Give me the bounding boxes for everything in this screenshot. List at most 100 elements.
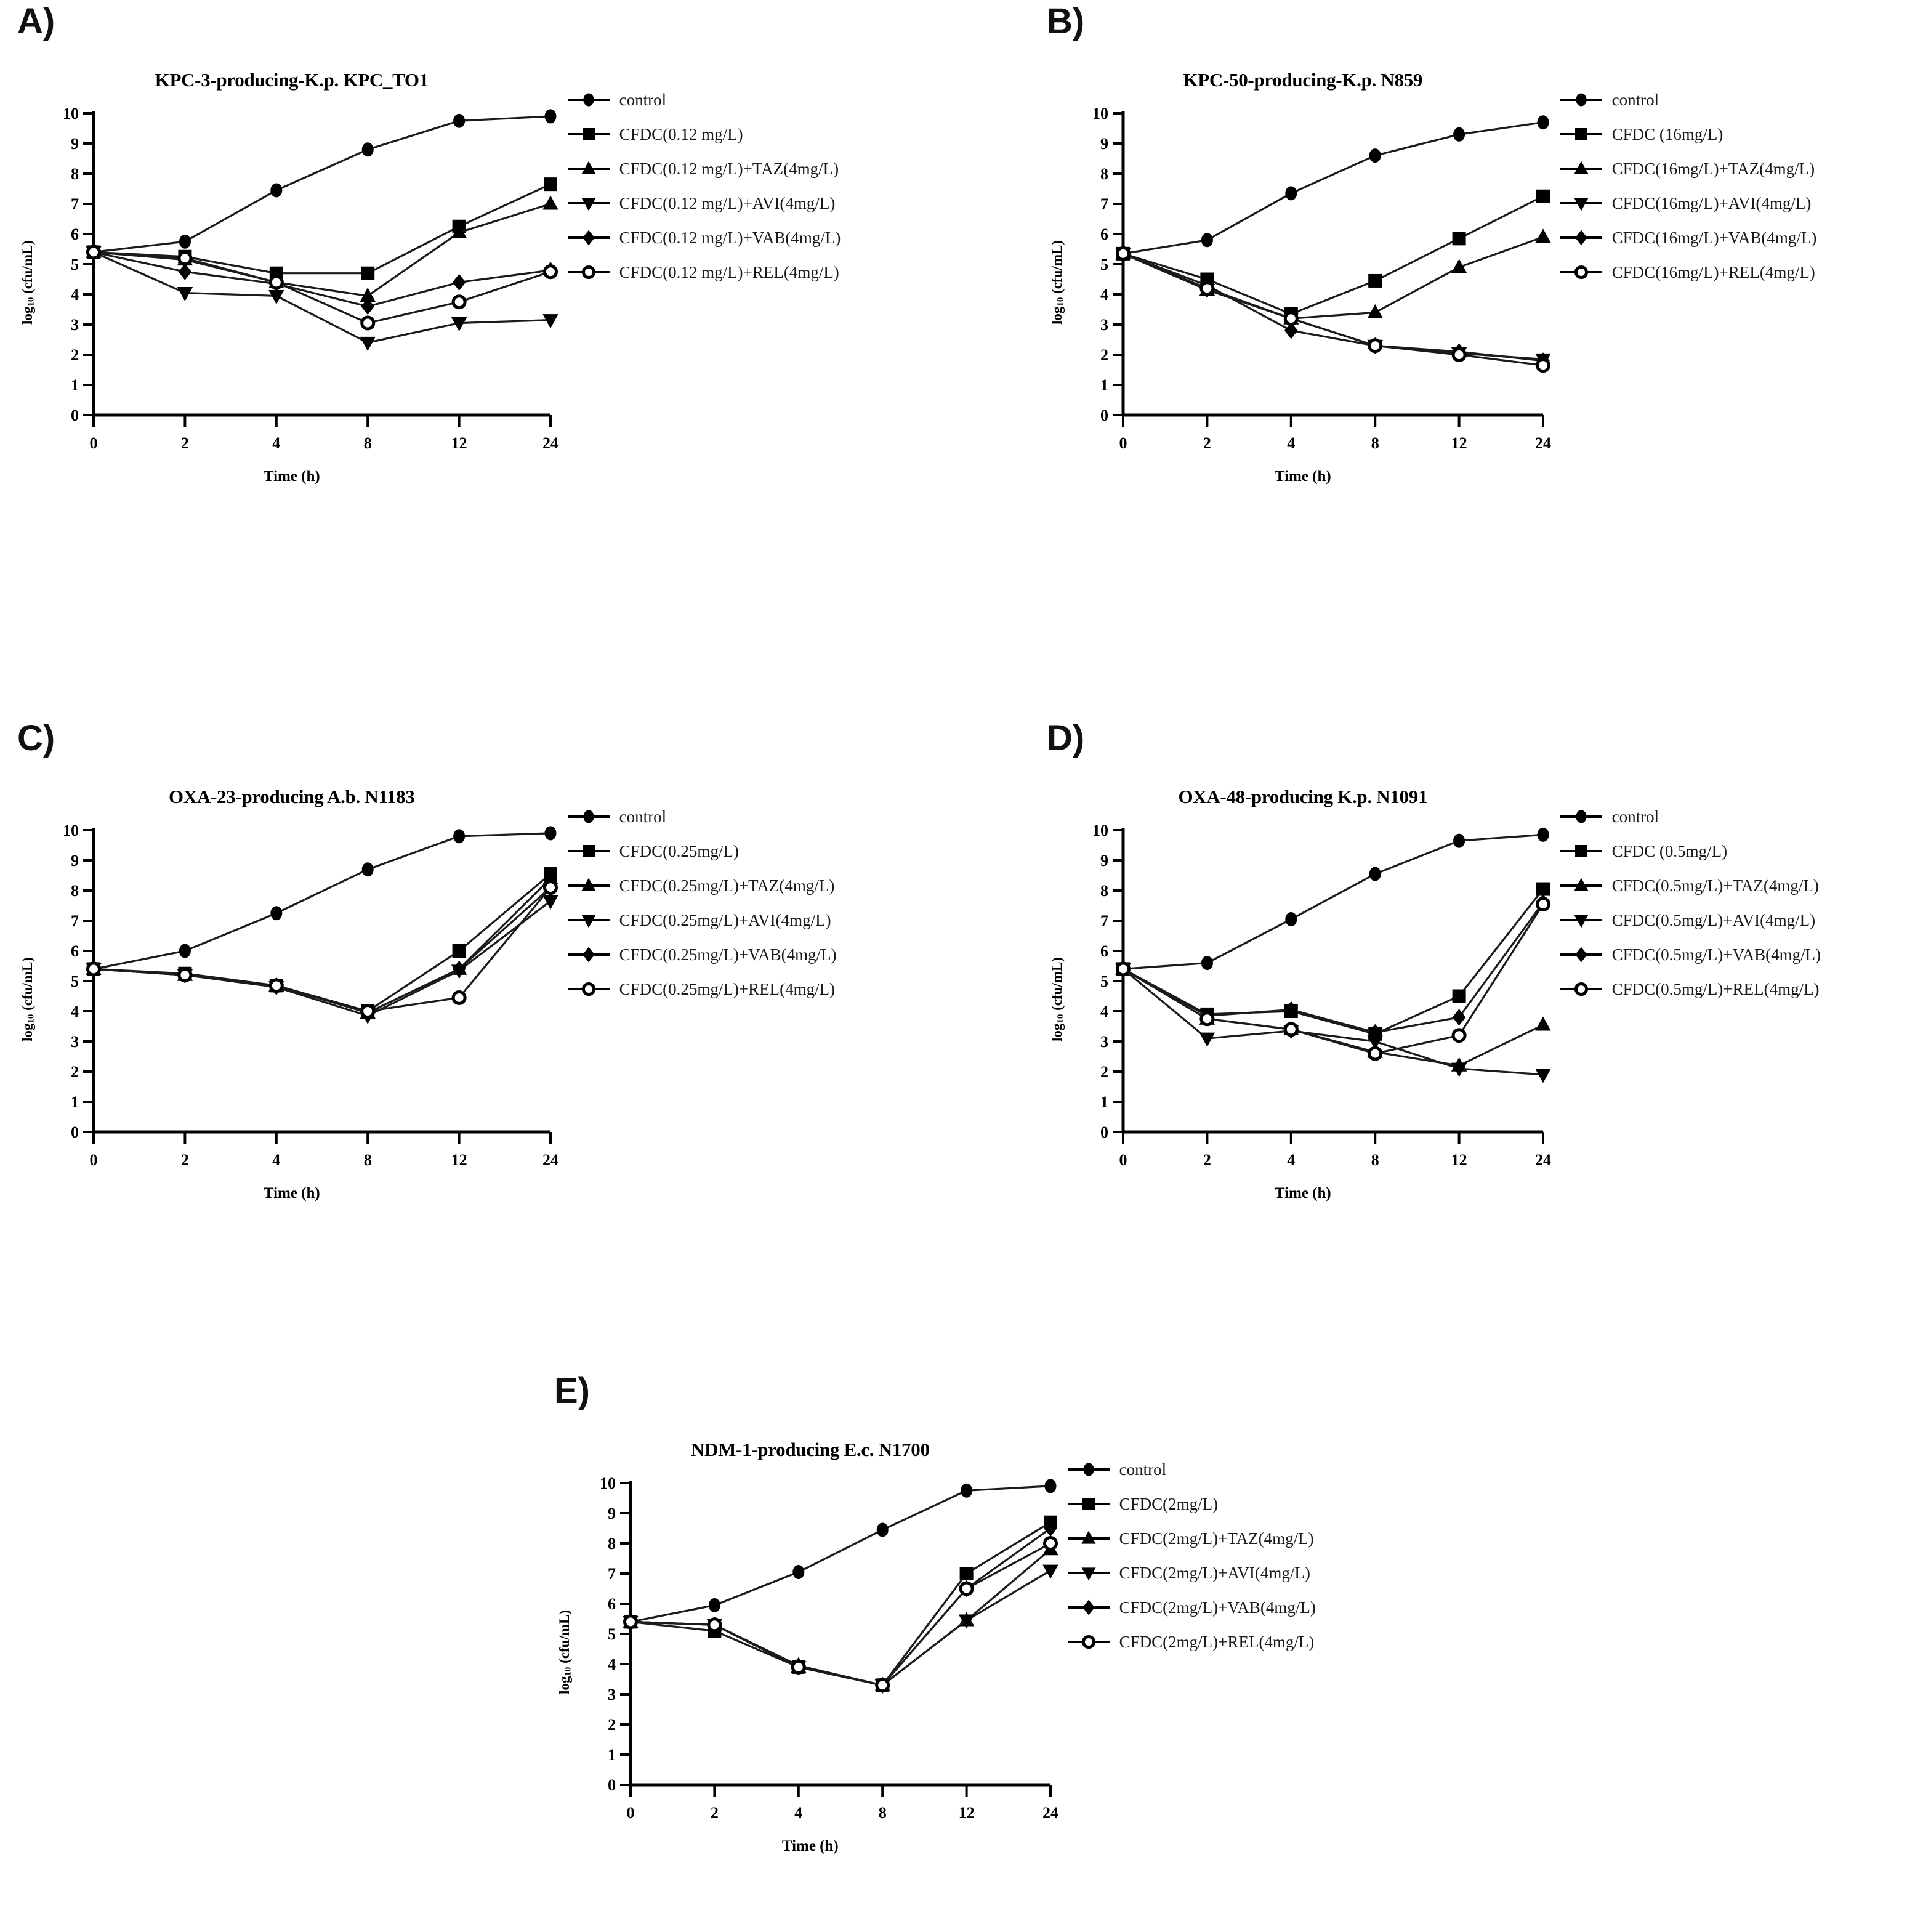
- svg-text:9: 9: [608, 1505, 616, 1522]
- svg-text:6: 6: [608, 1595, 616, 1613]
- svg-text:0: 0: [71, 406, 79, 424]
- svg-text:10: 10: [63, 822, 79, 839]
- legend-item-cfdc-0-25mg-l-vab-4mg-l[interactable]: CFDC(0.25mg/L)+VAB(4mg/L): [566, 937, 837, 972]
- legend-item-control[interactable]: control: [566, 83, 841, 117]
- legend-item-label: CFDC(0.25mg/L)+TAZ(4mg/L): [619, 876, 835, 895]
- series-circle-filled: [87, 109, 557, 259]
- svg-text:2: 2: [180, 434, 188, 452]
- svg-text:7: 7: [71, 912, 79, 930]
- legend-item-cfdc-0-25mg-l-avi-4mg-l[interactable]: CFDC(0.25mg/L)+AVI(4mg/L): [566, 903, 837, 937]
- svg-text:0: 0: [71, 1123, 79, 1141]
- panel-d-title: OXA-48-producing K.p. N1091: [1178, 786, 1428, 807]
- series-triangle-up-filled: [622, 1541, 1058, 1691]
- triangle-up-filled-icon: [566, 160, 611, 178]
- panel-e-legend: control CFDC(2mg/L) CFDC(2mg/L)+TAZ(4mg/L)…: [1066, 1439, 1316, 1659]
- svg-text:3: 3: [608, 1686, 616, 1704]
- panel-a-y-axis-label: log10 (cfu/mL): [20, 240, 36, 325]
- panel-c-chart: OXA-23-producing A.b. N1183 log10 (cfu/m…: [17, 786, 566, 1202]
- panel-e: E) NDM-1-producing E.c. N1700 log10 (cfu…: [554, 1373, 1316, 1855]
- svg-text:4: 4: [1100, 1003, 1108, 1021]
- legend-item-cfdc-16mg-l-rel-4mg-l[interactable]: CFDC(16mg/L)+REL(4mg/L): [1559, 255, 1817, 289]
- legend-item-label: CFDC (16mg/L): [1611, 124, 1723, 143]
- legend-item-label: CFDC(16mg/L)+REL(4mg/L): [1611, 262, 1815, 281]
- svg-text:9: 9: [71, 852, 79, 870]
- legend-item-cfdc-0-5mg-l-taz-4mg-l[interactable]: CFDC(0.5mg/L)+TAZ(4mg/L): [1559, 868, 1821, 903]
- panel-c-x-axis-label: Time (h): [263, 1185, 320, 1202]
- legend-item-cfdc-2mg-l-rel-4mg-l[interactable]: CFDC(2mg/L)+REL(4mg/L): [1066, 1625, 1316, 1659]
- svg-text:10: 10: [63, 105, 79, 123]
- panel-d-chart: OXA-48-producing K.p. N1091 log10 (cfu/m…: [1047, 786, 1559, 1202]
- legend-item-cfdc-0-5mg-l-vab-4mg-l[interactable]: CFDC(0.5mg/L)+VAB(4mg/L): [1559, 937, 1821, 972]
- series-square-filled: [1116, 189, 1550, 321]
- series-circle-open: [86, 245, 558, 331]
- diamond-filled-icon: [566, 945, 611, 964]
- legend-item-cfdc-0-12-mg-l-rel-4mg-l[interactable]: CFDC(0.12 mg/L)+REL(4mg/L): [566, 255, 841, 289]
- legend-item-label: control: [1119, 1460, 1167, 1479]
- legend-item-cfdc-16mg-l-taz-4mg-l[interactable]: CFDC(16mg/L)+TAZ(4mg/L): [1559, 152, 1817, 186]
- svg-text:2: 2: [1100, 1063, 1108, 1081]
- svg-text:0: 0: [626, 1804, 634, 1822]
- svg-text:5: 5: [1100, 256, 1108, 273]
- series-triangle-up-filled: [85, 195, 558, 302]
- legend-item-cfdc-0-5mg-l-rel-4mg-l[interactable]: CFDC(0.5mg/L)+REL(4mg/L): [1559, 972, 1821, 1006]
- svg-text:6: 6: [71, 225, 79, 243]
- legend-item-cfdc-2mg-l[interactable]: CFDC(2mg/L): [1066, 1487, 1316, 1521]
- svg-text:3: 3: [71, 316, 79, 334]
- legend-item-label: control: [1611, 807, 1659, 826]
- panel-e-x-axis-label: Time (h): [781, 1838, 839, 1854]
- circle-filled-icon: [566, 91, 611, 109]
- legend-item-cfdc-2mg-l-vab-4mg-l[interactable]: CFDC(2mg/L)+VAB(4mg/L): [1066, 1590, 1316, 1625]
- legend-item-cfdc-0-12-mg-l-vab-4mg-l[interactable]: CFDC(0.12 mg/L)+VAB(4mg/L): [566, 220, 841, 255]
- legend-item-label: CFDC(16mg/L)+TAZ(4mg/L): [1611, 159, 1815, 178]
- panel-a: A) KPC-3-producing-K.p. KPC_TO1 log10 (c…: [17, 4, 841, 485]
- legend-item-label: CFDC(0.5mg/L)+AVI(4mg/L): [1611, 910, 1816, 929]
- svg-text:12: 12: [451, 1151, 467, 1169]
- panel-a-chart: KPC-3-producing-K.p. KPC_TO1 log10 (cfu/…: [17, 69, 566, 485]
- legend-item-cfdc-0-25mg-l[interactable]: CFDC(0.25mg/L): [566, 834, 837, 868]
- panel-a-title: KPC-3-producing-K.p. KPC_TO1: [155, 69, 429, 91]
- legend-item-cfdc-2mg-l-avi-4mg-l[interactable]: CFDC(2mg/L)+AVI(4mg/L): [1066, 1556, 1316, 1590]
- square-filled-icon: [566, 842, 611, 860]
- legend-item-control[interactable]: control: [1559, 83, 1817, 117]
- svg-text:2: 2: [1203, 1151, 1211, 1169]
- svg-text:5: 5: [71, 972, 79, 990]
- series-diamond-filled: [623, 1519, 1057, 1694]
- legend-item-cfdc-2mg-l-taz-4mg-l[interactable]: CFDC(2mg/L)+TAZ(4mg/L): [1066, 1521, 1316, 1556]
- legend-item-control[interactable]: control: [1066, 1452, 1316, 1487]
- panel-b-letter: B): [1047, 1, 1085, 41]
- legend-item-cfdc-0-25mg-l-taz-4mg-l[interactable]: CFDC(0.25mg/L)+TAZ(4mg/L): [566, 868, 837, 903]
- panel-c-title: OXA-23-producing A.b. N1183: [169, 786, 415, 807]
- svg-text:4: 4: [71, 286, 79, 304]
- svg-text:7: 7: [608, 1565, 616, 1583]
- legend-item-cfdc-0-12-mg-l-avi-4mg-l[interactable]: CFDC(0.12 mg/L)+AVI(4mg/L): [566, 186, 841, 220]
- panel-a-plot-area: 0 1 2 3 4 5 6 7 8 9 10 0 2 4 8 12 24: [37, 97, 566, 467]
- legend-item-cfdc-0-12-mg-l-taz-4mg-l[interactable]: CFDC(0.12 mg/L)+TAZ(4mg/L): [566, 152, 841, 186]
- svg-text:8: 8: [1371, 434, 1379, 452]
- panel-b-x-axis-label: Time (h): [1274, 468, 1331, 485]
- legend-item-label: CFDC(0.25mg/L)+AVI(4mg/L): [619, 910, 831, 929]
- circle-open-icon: [1066, 1633, 1111, 1651]
- svg-text:6: 6: [1100, 942, 1108, 960]
- svg-text:3: 3: [71, 1033, 79, 1051]
- circle-filled-icon: [1559, 91, 1603, 109]
- svg-text:0: 0: [89, 434, 97, 452]
- panel-b-title: KPC-50-producing-K.p. N859: [1183, 69, 1423, 91]
- legend-item-cfdc-16mg-l-vab-4mg-l[interactable]: CFDC(16mg/L)+VAB(4mg/L): [1559, 220, 1816, 255]
- legend-item-control[interactable]: control: [566, 799, 837, 834]
- svg-text:0: 0: [1119, 1151, 1127, 1169]
- legend-item-label: CFDC(16mg/L)+AVI(4mg/L): [1611, 193, 1812, 212]
- svg-text:8: 8: [608, 1535, 616, 1553]
- legend-item-cfdc-0-5mg-l[interactable]: CFDC (0.5mg/L): [1559, 834, 1821, 868]
- svg-text:8: 8: [1100, 165, 1108, 183]
- svg-text:12: 12: [958, 1804, 974, 1822]
- svg-text:0: 0: [1119, 434, 1127, 452]
- legend-item-cfdc-16mg-l[interactable]: CFDC (16mg/L): [1559, 117, 1817, 152]
- legend-item-cfdc-0-25mg-l-rel-4mg-l[interactable]: CFDC(0.25mg/L)+REL(4mg/L): [566, 972, 837, 1006]
- legend-item-cfdc-16mg-l-avi-4mg-l[interactable]: CFDC(16mg/L)+AVI(4mg/L): [1559, 186, 1817, 220]
- legend-item-control[interactable]: control: [1559, 799, 1821, 834]
- legend-item-cfdc-0-12-mg-l[interactable]: CFDC(0.12 mg/L): [566, 117, 841, 152]
- legend-item-label: CFDC(0.25mg/L)+REL(4mg/L): [619, 979, 836, 998]
- legend-item-label: CFDC(2mg/L)+AVI(4mg/L): [1119, 1563, 1310, 1582]
- legend-item-cfdc-0-5mg-l-avi-4mg-l[interactable]: CFDC(0.5mg/L)+AVI(4mg/L): [1559, 903, 1821, 937]
- svg-text:4: 4: [608, 1655, 616, 1673]
